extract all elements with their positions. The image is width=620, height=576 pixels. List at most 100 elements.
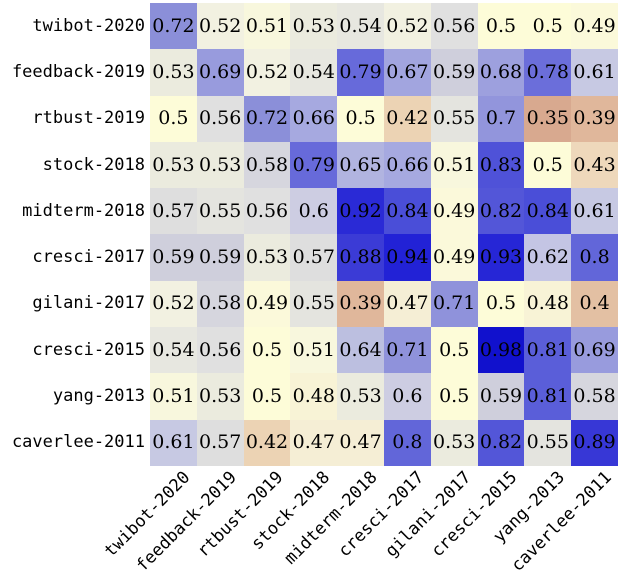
heatmap-cell-value: 0.67	[386, 60, 429, 83]
heatmap-cell-value: 0.55	[433, 107, 476, 130]
heatmap-cell: 0.39	[337, 280, 384, 328]
heatmap-cell: 0.55	[290, 280, 338, 328]
heatmap-cell: 0.53	[196, 373, 244, 420]
heatmap-cell-value: 0.89	[573, 431, 616, 454]
heatmap-cell: 0.55	[196, 188, 244, 235]
heatmap-cell-value: 0.51	[433, 153, 476, 176]
heatmap-cell: 0.51	[430, 141, 478, 189]
heatmap-cell: 0.66	[290, 95, 338, 142]
heatmap-cell-value: 0.59	[199, 246, 242, 269]
heatmap-cell: 0.39	[571, 95, 618, 142]
heatmap-cell: 0.78	[524, 49, 572, 96]
heatmap-cell-value: 0.72	[152, 14, 195, 37]
heatmap-cell-value: 0.53	[245, 246, 289, 269]
heatmap-cell-value: 0.54	[339, 14, 382, 37]
heatmap-cell: 0.54	[150, 327, 197, 374]
heatmap-cell-value: 0.84	[526, 199, 569, 222]
heatmap-cell-value: 0.5	[345, 107, 376, 130]
heatmap-cell: 0.49	[430, 234, 478, 281]
heatmap-cell: 0.59	[150, 234, 197, 281]
heatmap-cell: 0.61	[150, 419, 197, 466]
heatmap-cell-value: 0.62	[526, 246, 569, 269]
heatmap-cell-value: 0.83	[479, 153, 523, 176]
heatmap-cell-value: 0.65	[339, 153, 382, 176]
heatmap-cell-value: 0.39	[339, 292, 382, 315]
heatmap-cell: 0.5	[524, 3, 572, 50]
col-label: caverlee-2011	[507, 467, 616, 576]
heatmap-cell: 0.53	[150, 49, 197, 96]
heatmap-cell: 0.68	[477, 49, 525, 96]
heatmap-cell: 0.5	[477, 3, 525, 50]
heatmap-cell: 0.51	[290, 327, 338, 374]
row-label: twibot-2020	[32, 15, 145, 36]
row-label: feedback-2019	[11, 61, 145, 82]
heatmap-cell-value: 0.98	[479, 338, 523, 361]
heatmap-cell: 0.6	[383, 373, 431, 420]
heatmap-cell-value: 0.49	[433, 246, 476, 269]
row-label: gilani-2017	[32, 293, 145, 314]
heatmap-cell-value: 0.49	[433, 199, 476, 222]
heatmap-cell-value: 0.58	[199, 292, 242, 315]
heatmap-cell: 0.72	[150, 3, 197, 50]
heatmap-cell-value: 0.92	[339, 199, 382, 222]
heatmap-cell: 0.53	[196, 141, 244, 189]
heatmap-cell-value: 0.5	[485, 14, 517, 37]
heatmap-cell-value: 0.47	[292, 431, 335, 454]
heatmap-cell: 0.5	[477, 280, 525, 328]
heatmap-cell-value: 0.61	[573, 60, 616, 83]
heatmap-cell-value: 0.58	[573, 385, 616, 408]
heatmap-cell: 0.43	[571, 141, 618, 189]
heatmap-cell-value: 0.8	[579, 246, 610, 269]
heatmap-cell: 0.51	[150, 373, 197, 420]
heatmap-cell-value: 0.79	[339, 60, 382, 83]
col-label: rtbust-2019	[193, 467, 288, 562]
heatmap-cell-value: 0.42	[386, 107, 429, 130]
heatmap-cell-value: 0.53	[292, 14, 335, 37]
heatmap-cell: 0.8	[383, 419, 431, 466]
heatmap-cell: 0.52	[150, 280, 197, 328]
heatmap-cell-value: 0.53	[152, 60, 195, 83]
col-label: cresci-2017	[334, 467, 429, 562]
heatmap-cell: 0.62	[524, 234, 572, 281]
heatmap-cell-value: 0.49	[245, 292, 289, 315]
heatmap-cell: 0.79	[290, 141, 338, 189]
heatmap-cell: 0.82	[477, 188, 525, 235]
heatmap-cell-value: 0.94	[386, 246, 429, 269]
heatmap-cell: 0.64	[337, 327, 384, 374]
heatmap-cell-value: 0.56	[245, 199, 289, 222]
heatmap-cell-value: 0.35	[526, 107, 569, 130]
heatmap-cell: 0.47	[290, 419, 338, 466]
heatmap-cell-value: 0.5	[439, 338, 470, 361]
heatmap-cell: 0.5	[243, 327, 291, 374]
heatmap-cell: 0.71	[430, 280, 478, 328]
row-label: cresci-2015	[32, 339, 145, 360]
heatmap-cell-value: 0.59	[479, 385, 523, 408]
heatmap-cell-value: 0.53	[433, 431, 476, 454]
heatmap-cell: 0.53	[243, 234, 291, 281]
heatmap-cell: 0.67	[383, 49, 431, 96]
heatmap-cell-value: 0.81	[526, 385, 569, 408]
heatmap-cell-value: 0.71	[386, 338, 429, 361]
heatmap-cell: 0.81	[524, 327, 572, 374]
heatmap-cell-value: 0.82	[479, 199, 523, 222]
heatmap-cell: 0.84	[524, 188, 572, 235]
heatmap-cell: 0.52	[196, 3, 244, 50]
col-label: midterm-2018	[280, 467, 382, 569]
heatmap-cell: 0.57	[150, 188, 197, 235]
heatmap-cell-value: 0.51	[245, 14, 289, 37]
heatmap-cell-value: 0.66	[386, 153, 429, 176]
heatmap-cell: 0.48	[290, 373, 338, 420]
heatmap-cell: 0.82	[477, 419, 525, 466]
heatmap-cell: 0.72	[243, 95, 291, 142]
heatmap-cell-value: 0.56	[199, 107, 242, 130]
heatmap-cell-value: 0.71	[433, 292, 476, 315]
heatmap-cell: 0.42	[383, 95, 431, 142]
heatmap-cell: 0.58	[196, 280, 244, 328]
heatmap-cell: 0.5	[524, 141, 572, 189]
row-label: yang-2013	[52, 386, 145, 407]
heatmap-cell-value: 0.66	[292, 107, 335, 130]
col-label: feedback-2019	[132, 467, 241, 576]
heatmap-cell: 0.81	[524, 373, 572, 420]
heatmap-cell-value: 0.54	[292, 60, 335, 83]
heatmap-cell-value: 0.5	[251, 338, 283, 361]
